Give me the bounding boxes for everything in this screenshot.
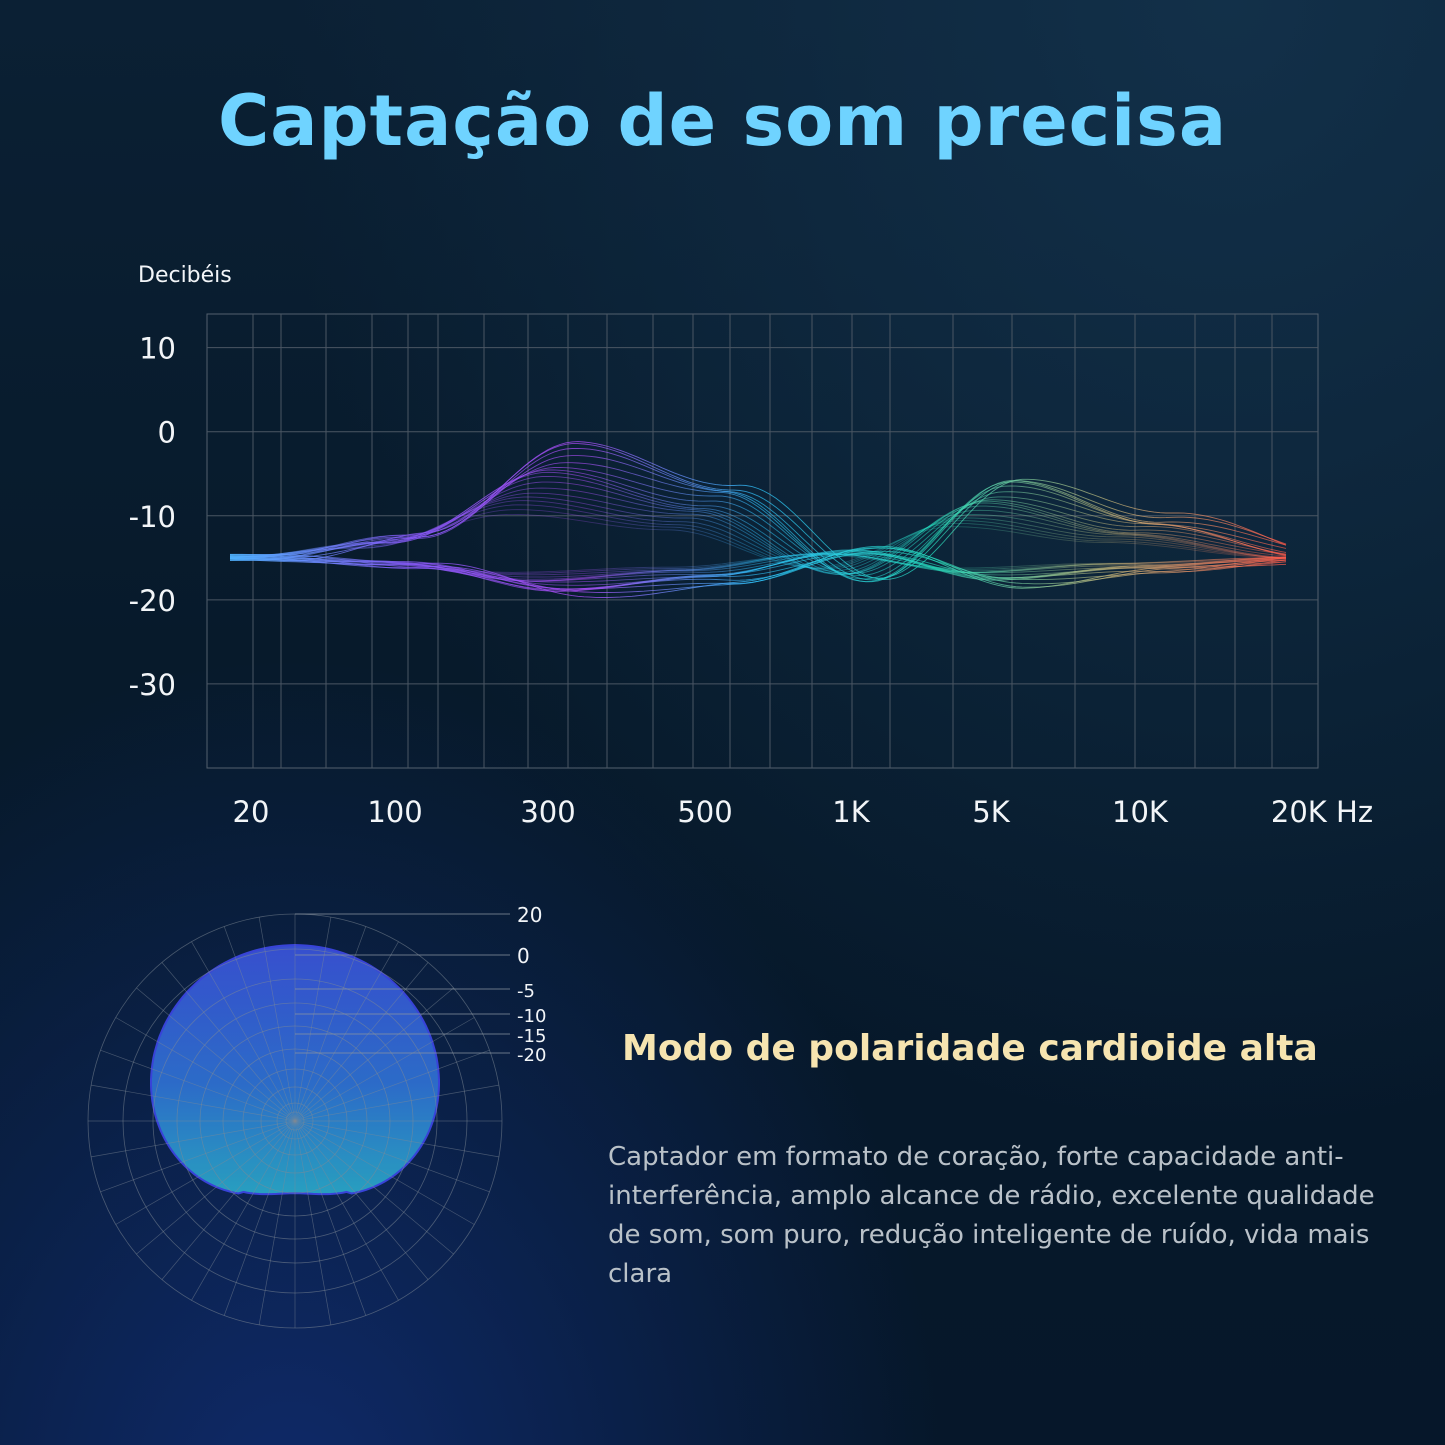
chart-grid — [206, 313, 1319, 769]
polar-tick-label: -5 — [517, 981, 535, 1002]
polar-grid — [87, 913, 503, 1329]
polar-tick-label: -10 — [517, 1006, 546, 1027]
waveform-strand — [229, 547, 1287, 598]
polar-spoke — [294, 1120, 429, 1280]
x-tick-label: 100 — [367, 795, 422, 829]
polar-spoke — [191, 941, 296, 1122]
polar-tick-labels: 20 0 -5 -10-15-20 — [295, 903, 546, 1066]
polar-spoke — [223, 1120, 296, 1316]
polar-spoke — [136, 1120, 296, 1255]
polar-tick-label: -20 — [517, 1045, 546, 1066]
polar-spoke — [294, 1120, 367, 1316]
polar-spoke — [294, 1120, 475, 1225]
polar-spoke — [294, 1120, 454, 1255]
waveform-strand — [229, 553, 1287, 592]
polar-spoke — [258, 1120, 296, 1325]
polar-spoke — [115, 1120, 296, 1225]
chart-frame — [206, 313, 1319, 769]
x-tick-label: 300 — [520, 795, 575, 829]
y-tick-labels: 10 0 -10 -20 -30 — [129, 332, 176, 702]
waveform-strand — [229, 492, 1287, 574]
y-tick-label: 10 — [139, 332, 176, 366]
polar-spoke — [100, 1049, 296, 1122]
waveform-strand — [229, 441, 1287, 580]
frequency-response-chart: Decibéis 100-10-20-30 20 100 300 500 1K 5K 10K… — [129, 263, 1374, 829]
polar-mode-heading: Modo de polaridade cardioide alta — [622, 1028, 1318, 1069]
polar-mode-description: Captador em formato de coração, forte ca… — [608, 1142, 1375, 1289]
polar-spoke — [161, 962, 296, 1122]
polar-spoke — [91, 1084, 296, 1122]
polar-spoke — [191, 1120, 296, 1301]
polar-spoke — [136, 987, 296, 1122]
polar-spoke — [91, 1120, 296, 1158]
polar-spoke — [223, 926, 296, 1122]
polar-spoke — [294, 987, 454, 1122]
y-tick-label: 0 — [158, 416, 176, 450]
polar-spoke — [115, 1017, 296, 1122]
polar-spoke — [258, 917, 296, 1122]
polar-spoke — [294, 1017, 475, 1122]
y-tick-label: -20 — [129, 584, 176, 618]
waveform-strand — [229, 545, 1287, 593]
x-tick-label: 5K — [972, 795, 1010, 829]
waveform-strand — [229, 487, 1287, 575]
polar-spoke — [294, 1120, 490, 1193]
y-tick-label: -30 — [129, 668, 176, 702]
x-tick-label: 20K Hz — [1271, 795, 1373, 829]
waveform-strand — [229, 455, 1287, 583]
waveform-strand — [229, 550, 1287, 591]
polar-spoke — [294, 1084, 499, 1122]
x-tick-label: 500 — [677, 795, 732, 829]
polar-spoke — [294, 1120, 399, 1301]
polar-tick-label: -15 — [517, 1026, 546, 1047]
page-title: Captação de som precisa — [217, 80, 1228, 162]
polar-tick-label: 0 — [517, 944, 530, 968]
x-tick-label: 10K — [1112, 795, 1169, 829]
polar-tick-label: 20 — [517, 903, 542, 927]
frequency-waveform — [165, 441, 1345, 598]
waveform-strand — [230, 553, 1287, 580]
polar-spoke — [294, 926, 367, 1122]
polar-spoke — [294, 917, 332, 1122]
y-tick-label: -10 — [129, 500, 176, 534]
polar-spoke — [294, 941, 399, 1122]
waveform-strand — [229, 471, 1287, 575]
polar-spoke — [161, 1120, 296, 1280]
polar-spoke — [294, 1120, 499, 1158]
waveform-strand — [229, 443, 1287, 579]
x-tick-label: 1K — [832, 795, 870, 829]
waveform-strand — [229, 475, 1287, 575]
x-tick-label: 20 — [233, 795, 270, 829]
polar-spoke — [294, 1049, 490, 1122]
x-tick-labels: 20 100 300 500 1K 5K 10K 20K Hz — [233, 795, 1374, 829]
y-axis-label: Decibéis — [138, 263, 232, 288]
polar-spoke — [100, 1120, 296, 1193]
polar-spoke — [294, 1120, 332, 1325]
